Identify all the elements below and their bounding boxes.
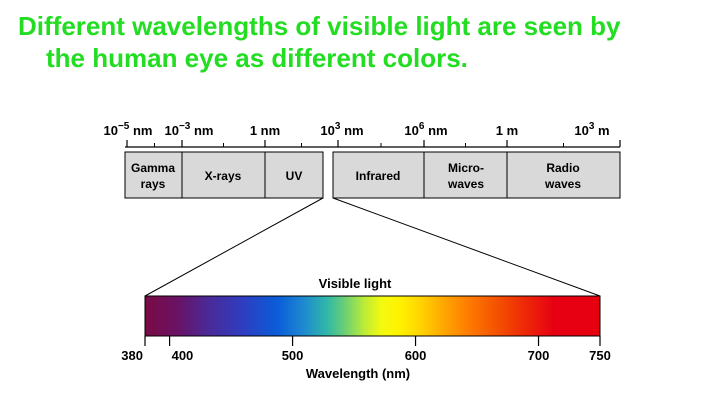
title-line-2: the human eye as different colors.: [46, 43, 468, 73]
visible-tick-label: 380: [121, 348, 143, 363]
slide-title: Different wavelengths of visible light a…: [18, 10, 718, 74]
visible-light-label: Visible light: [319, 276, 392, 291]
band-label: UV: [286, 169, 303, 183]
spectrum-box-right: [332, 151, 621, 199]
visible-tick-label: 400: [172, 348, 194, 363]
visible-ticks: 380 400 500 600 700 750: [121, 336, 611, 363]
band-labels: Gamma rays X-rays UV Infrared Micro-waves Radi…: [131, 161, 581, 191]
title-line-1: Different wavelengths of visible light a…: [18, 11, 621, 41]
scale-tick-label: 1 nm: [250, 123, 280, 138]
zoom-line-right: [332, 197, 601, 297]
scale-tick-label: 103 nm: [320, 121, 363, 138]
band-label: waves: [544, 177, 581, 191]
band-label: waves: [447, 177, 484, 191]
scale-tick-label: 10−3 nm: [165, 121, 214, 138]
scale-tick-label: 10−5 nm: [104, 121, 153, 138]
zoom-line-left: [144, 197, 324, 297]
wavelength-axis-label: Wavelength (nm): [306, 366, 410, 381]
visible-tick-label: 600: [405, 348, 427, 363]
band-label: Infrared: [356, 169, 401, 183]
band-label: Radio: [546, 161, 579, 175]
band-label: X-rays: [205, 169, 242, 183]
band-label: Micro-: [448, 161, 484, 175]
visible-tick-label: 700: [528, 348, 550, 363]
band-label: rays: [141, 177, 166, 191]
spectrum-box-left: [124, 151, 324, 199]
scale-ticks: [126, 140, 621, 147]
scale-labels: 10−5 nm 10−3 nm 1 nm 103 nm 106 nm 1 m 103 m: [104, 121, 610, 138]
band-label: Gamma: [131, 161, 175, 175]
scale-tick-label: 106 nm: [404, 121, 447, 138]
scale-tick-label: 103 m: [574, 121, 609, 138]
visible-tick-label: 750: [589, 348, 611, 363]
scale-tick-label: 1 m: [496, 123, 518, 138]
visible-spectrum-bar: [144, 295, 601, 337]
visible-tick-label: 500: [282, 348, 304, 363]
